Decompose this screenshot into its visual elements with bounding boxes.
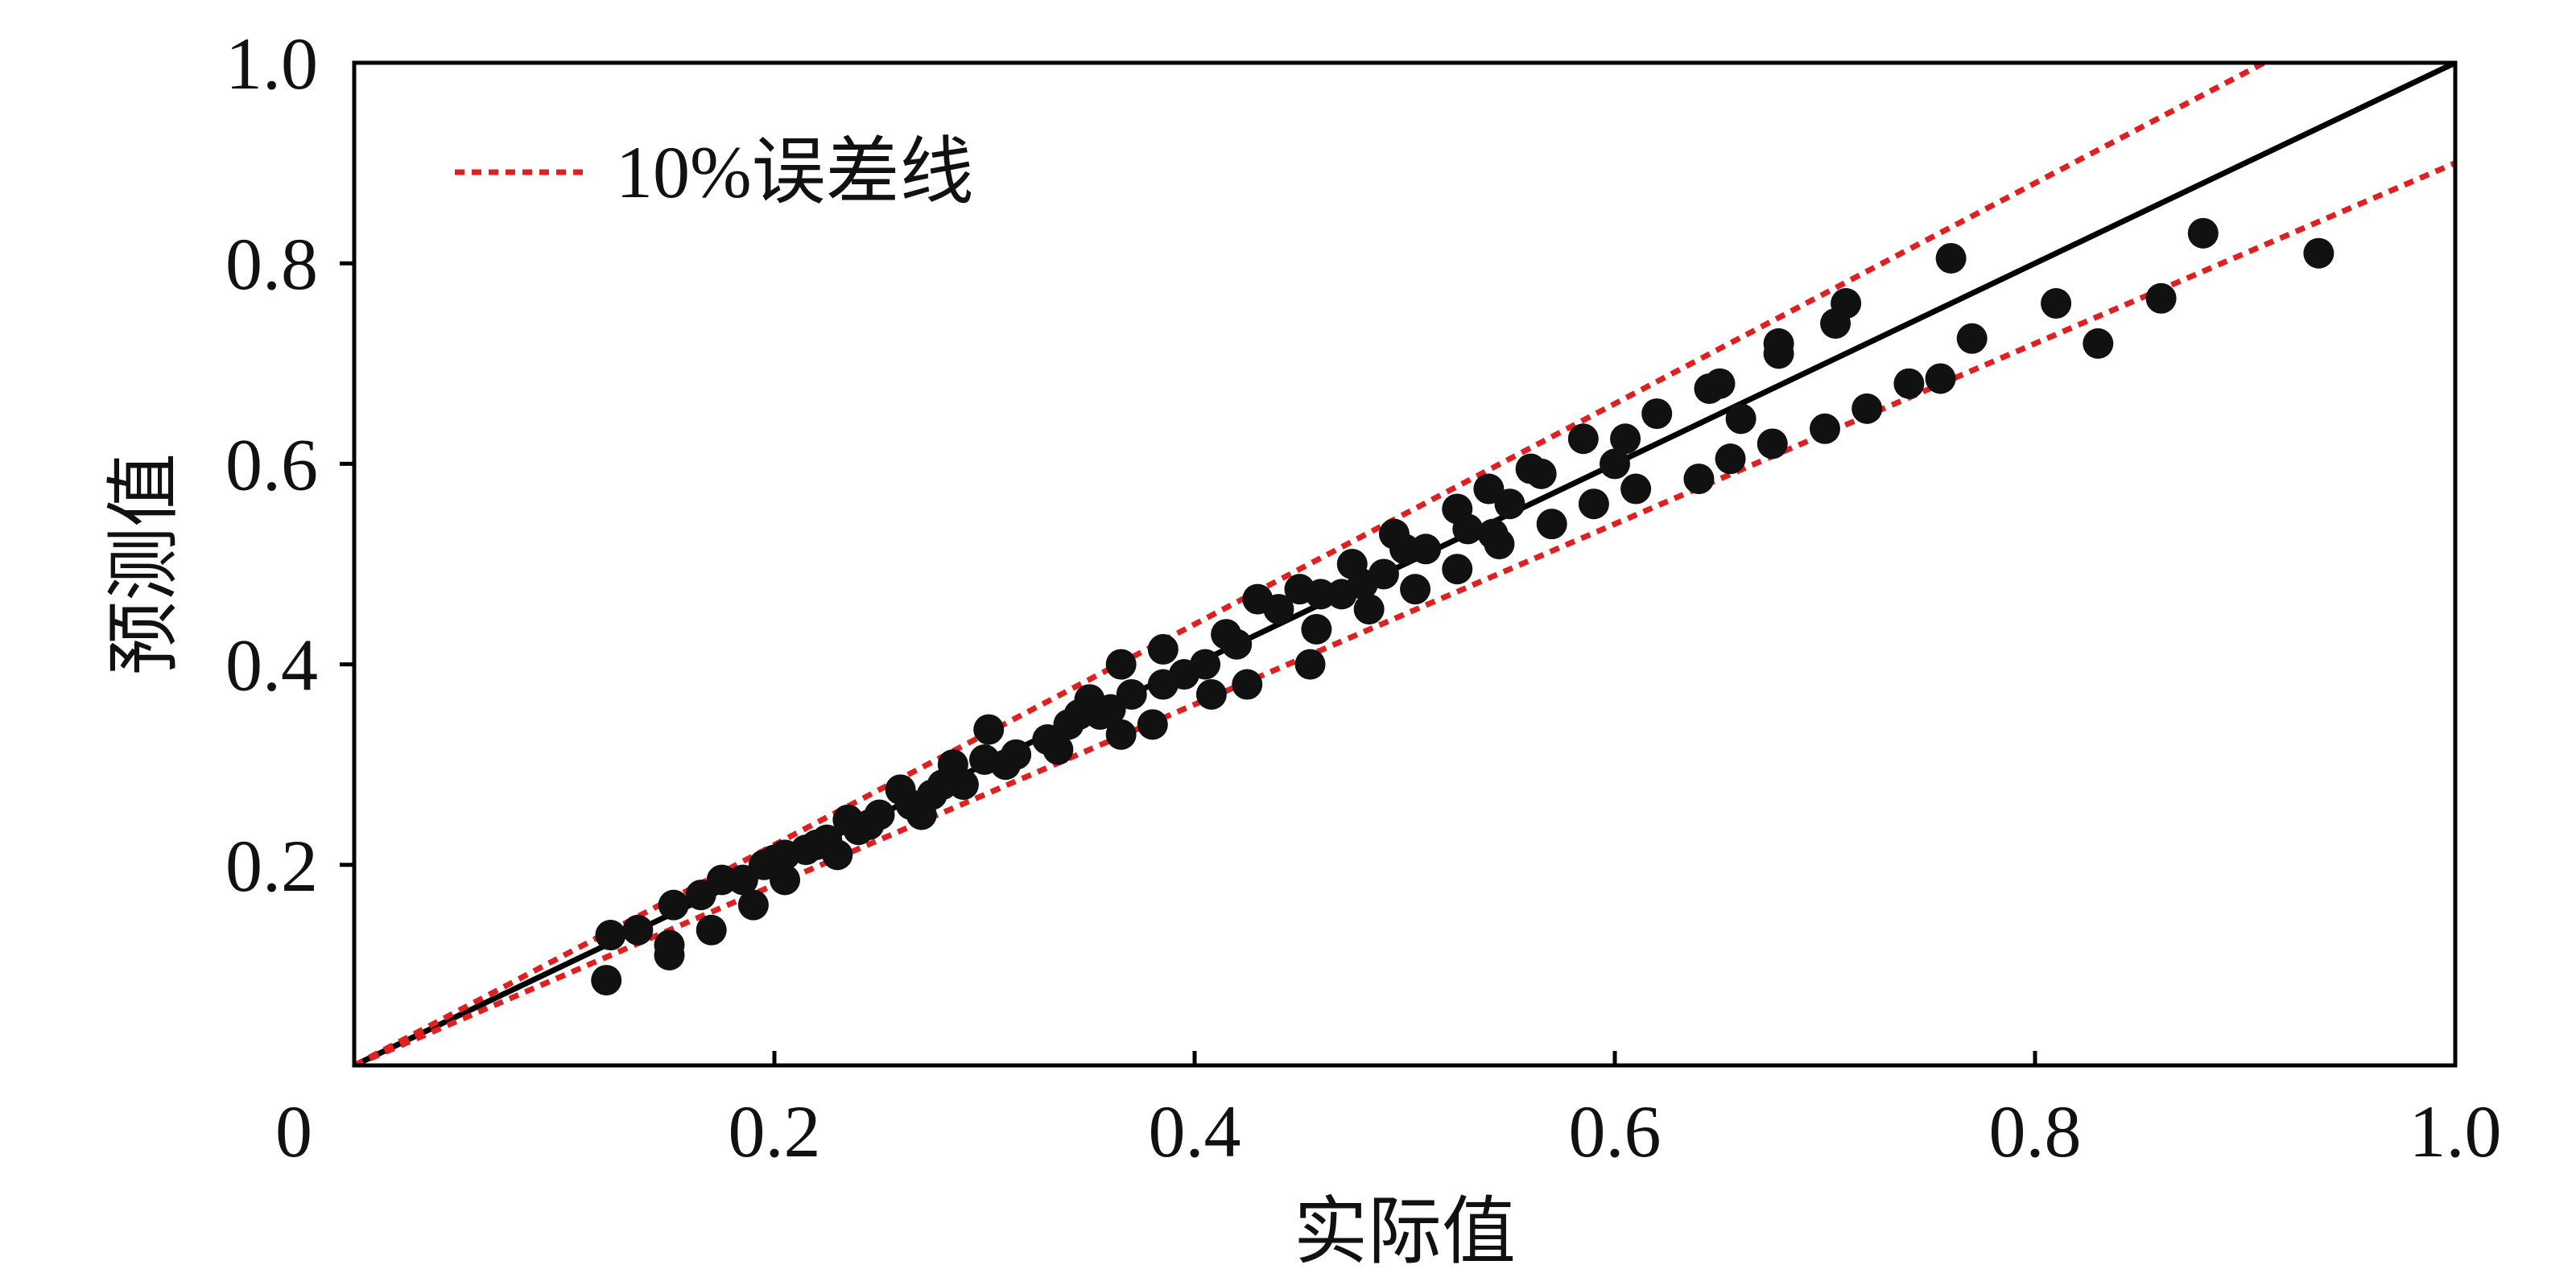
data-point [622, 914, 654, 946]
data-point [1452, 513, 1484, 545]
data-point [770, 864, 801, 896]
data-point [1353, 594, 1385, 625]
x-tick-label: 1.0 [2409, 1090, 2502, 1172]
data-point [1305, 579, 1336, 610]
data-point [973, 714, 1005, 745]
x-tick-label: 0.4 [1149, 1090, 1241, 1172]
data-point [1610, 423, 1641, 455]
y-tick-label: 1.0 [225, 23, 318, 105]
data-point [654, 939, 685, 970]
legend: 10%误差线 [455, 131, 974, 213]
data-point [1221, 628, 1253, 660]
data-point [1400, 574, 1431, 605]
data-point [864, 799, 895, 830]
data-point [1763, 328, 1794, 359]
x-tick-label: 0.8 [1989, 1090, 2082, 1172]
data-point [595, 920, 626, 951]
data-point [1525, 458, 1557, 489]
data-point [1190, 649, 1221, 680]
data-point [1725, 403, 1757, 435]
data-point [1368, 558, 1399, 590]
data-point [947, 769, 979, 801]
x-tick-label: 0.2 [729, 1090, 821, 1172]
data-point [1105, 649, 1137, 680]
data-point [1301, 613, 1332, 645]
y-tick-label: 0.4 [225, 624, 318, 707]
data-point [1641, 398, 1673, 430]
data-points [591, 217, 2334, 996]
data-point [1935, 242, 1967, 274]
data-point [1001, 739, 1032, 770]
data-point [1195, 678, 1227, 710]
data-point [1956, 323, 1988, 354]
data-point [1704, 368, 1736, 399]
data-point [1484, 529, 1515, 560]
data-point [1893, 368, 1925, 399]
data-point [2303, 237, 2334, 269]
data-point [1578, 488, 1609, 520]
x-tick-label: 0.6 [1569, 1090, 1662, 1172]
data-point [1831, 288, 1862, 319]
data-point [1294, 649, 1326, 680]
x-tick-label: 0 [275, 1090, 312, 1172]
data-point [1116, 678, 1147, 710]
y-tick-label: 0.2 [225, 825, 318, 907]
data-point [737, 889, 769, 921]
data-point [1810, 413, 1840, 444]
data-point [1105, 719, 1137, 750]
data-point [1147, 633, 1179, 665]
data-point [1042, 734, 1074, 765]
data-point [706, 864, 737, 896]
y-tick-label: 0.6 [225, 423, 318, 505]
data-point [1925, 363, 1956, 394]
y-tick-label: 0.8 [225, 223, 318, 305]
data-point [822, 839, 853, 871]
data-point [1852, 393, 1883, 424]
x-axis-ticks: 0 0.2 0.4 0.6 0.8 1.0 [275, 1051, 2502, 1172]
data-point [1620, 473, 1652, 505]
y-axis-ticks: 0.2 0.4 0.6 0.8 1.0 [225, 23, 354, 907]
data-point [1600, 448, 1630, 480]
data-point [1442, 554, 1473, 585]
legend-label: 10%误差线 [616, 131, 974, 213]
data-point [1567, 423, 1599, 455]
y-axis-title: 预测值 [101, 453, 187, 675]
data-point [1715, 443, 1746, 475]
plot-frame [352, 60, 2458, 1068]
data-point [696, 914, 727, 946]
data-point [2083, 328, 2114, 359]
data-point [1494, 488, 1525, 520]
data-point [1137, 709, 1168, 740]
data-point [1232, 669, 1263, 700]
data-point [1757, 428, 1788, 459]
data-point [1410, 534, 1442, 565]
data-point [1536, 509, 1567, 540]
data-point [591, 965, 622, 996]
data-point [1263, 594, 1294, 625]
data-point [2187, 217, 2219, 249]
lower-error-line [354, 160, 2455, 1065]
data-point [1389, 534, 1420, 565]
data-point [658, 889, 689, 921]
data-point [1683, 464, 1715, 495]
data-point [2145, 282, 2177, 314]
x-axis-title: 实际值 [1294, 1189, 1516, 1269]
data-point [2041, 288, 2072, 319]
